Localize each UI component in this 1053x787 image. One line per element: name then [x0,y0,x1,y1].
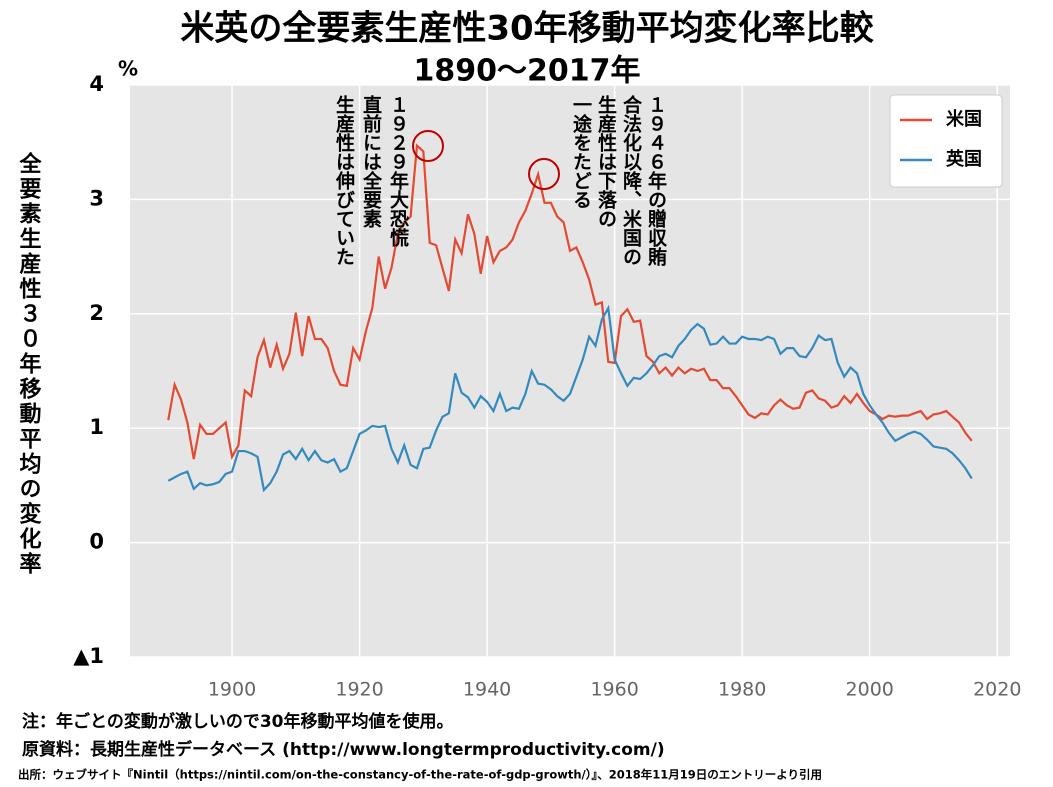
x-tick-label: 2020 [973,679,1021,701]
legend [889,94,1003,188]
y-unit: % [118,57,138,81]
x-tick-label: 2000 [846,679,894,701]
legend-label: 英国 [945,148,982,170]
highlight-circle [412,130,444,162]
annotation: 生産性は伸びていた [333,94,356,266]
chart-title: 米英の全要素生産性30年移動平均変化率比較 [180,9,874,49]
y-tick-label: 2 [89,301,104,325]
x-tick-label: 1980 [718,679,766,701]
annotation: 一途をたどる [570,95,592,209]
y-tick-label: 3 [89,186,104,210]
note: 注：年ごとの変動が激しいので30年移動平均値を使用。 [22,711,454,732]
note: 出所：ウェブサイト『Nintil（https://nintil.com/on-t… [18,768,822,782]
note: 原資料：長期生産性データベース (http://www.longtermprod… [22,739,665,760]
legend-label: 米国 [946,108,982,130]
annotation: 生産性は下落の [595,94,617,228]
y-tick-label: 1 [89,415,104,439]
series-line [167,143,973,460]
annotation: 直前には全要素 [360,94,383,228]
chart-subtitle: 1890～2017年 [414,54,641,89]
y-axis-label: 全要素生産性３０年移動平均の変化率 [16,151,43,577]
y-tick-label: 0 [89,530,104,554]
annotation: １９２９年大恐慌 [387,95,409,248]
highlight-circle [528,158,560,190]
x-tick-label: 1940 [463,679,511,701]
annotation: 合法化以降、米国の [620,94,642,266]
x-tick-label: 1920 [335,679,383,701]
y-tick-label: ▲1 [73,644,104,668]
x-tick-label: 1900 [208,679,256,701]
series-line [167,304,973,493]
x-tick-label: 1960 [590,679,638,701]
plot-area [130,85,1010,657]
annotation: １９４６年の贈収賄 [645,95,667,267]
y-tick-label: 4 [89,72,104,96]
